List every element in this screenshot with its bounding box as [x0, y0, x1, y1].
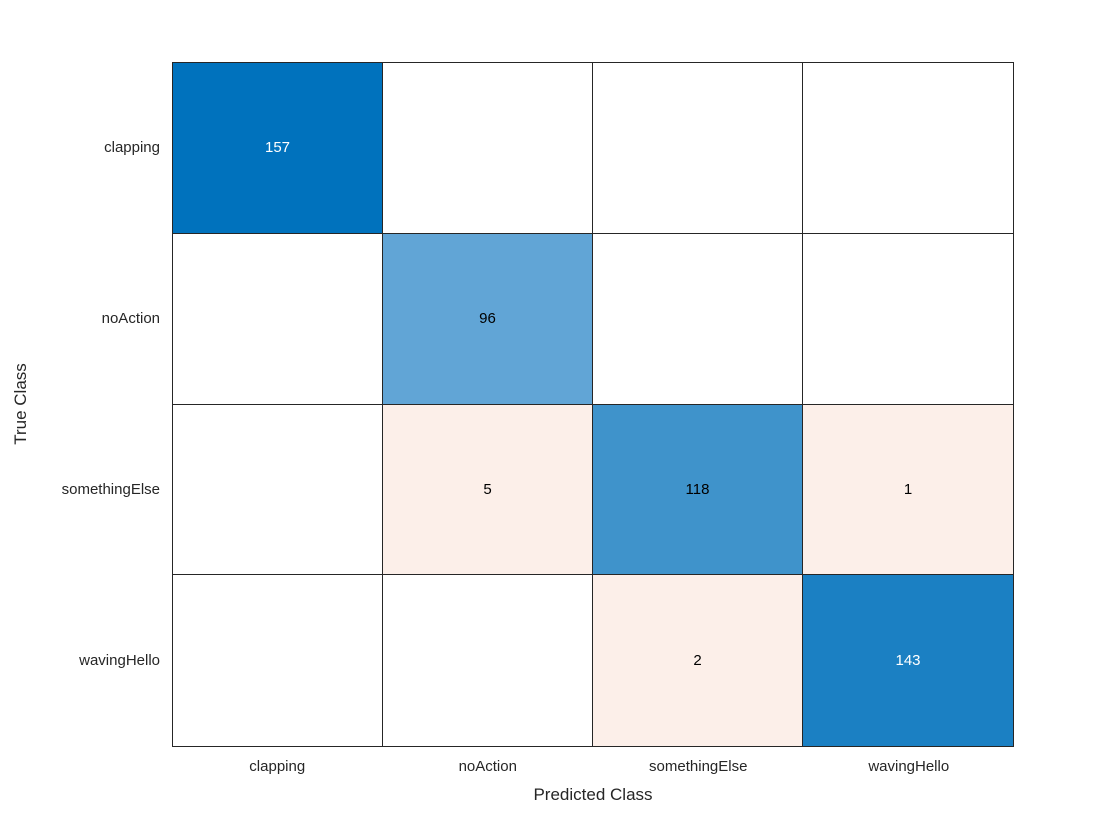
matrix-cell-clapping-wavingHello — [803, 63, 1013, 234]
matrix-cell-somethingElse-clapping — [173, 404, 383, 576]
matrix-cell-somethingElse-somethingElse: 118 — [593, 404, 803, 576]
y-tick-label-clapping: clapping — [104, 138, 160, 156]
y-tick-label-noAction: noAction — [101, 309, 160, 327]
matrix-cell-wavingHello-clapping — [173, 575, 383, 746]
matrix-cell-wavingHello-somethingElse: 2 — [593, 575, 803, 746]
matrix-cell-wavingHello-wavingHello: 143 — [803, 575, 1013, 746]
y-axis-title: True Class — [11, 363, 30, 445]
x-tick-label-somethingElse: somethingElse — [649, 758, 748, 775]
matrix-cell-somethingElse-wavingHello: 1 — [803, 404, 1013, 576]
matrix-cell-clapping-somethingElse — [593, 63, 803, 234]
x-tick-label-noAction: noAction — [458, 758, 517, 775]
matrix-cell-noAction-wavingHello — [803, 233, 1013, 405]
confusion-matrix-grid: 157 96 5 118 1 2 143 — [172, 62, 1014, 747]
matrix-cell-noAction-clapping — [173, 233, 383, 405]
matrix-cell-clapping-clapping: 157 — [173, 63, 383, 234]
x-tick-label-wavingHello: wavingHello — [868, 758, 950, 775]
matrix-cell-somethingElse-noAction: 5 — [383, 404, 593, 576]
matrix-cell-wavingHello-noAction — [383, 575, 593, 746]
y-tick-label-somethingElse: somethingElse — [61, 481, 160, 499]
matrix-cell-clapping-noAction — [383, 63, 593, 234]
matrix-cell-noAction-noAction: 96 — [383, 233, 593, 405]
x-tick-label-clapping: clapping — [249, 758, 306, 775]
x-axis-title: Predicted Class — [533, 785, 653, 804]
y-tick-label-wavingHello: wavingHello — [79, 652, 160, 670]
matrix-cell-noAction-somethingElse — [593, 233, 803, 405]
